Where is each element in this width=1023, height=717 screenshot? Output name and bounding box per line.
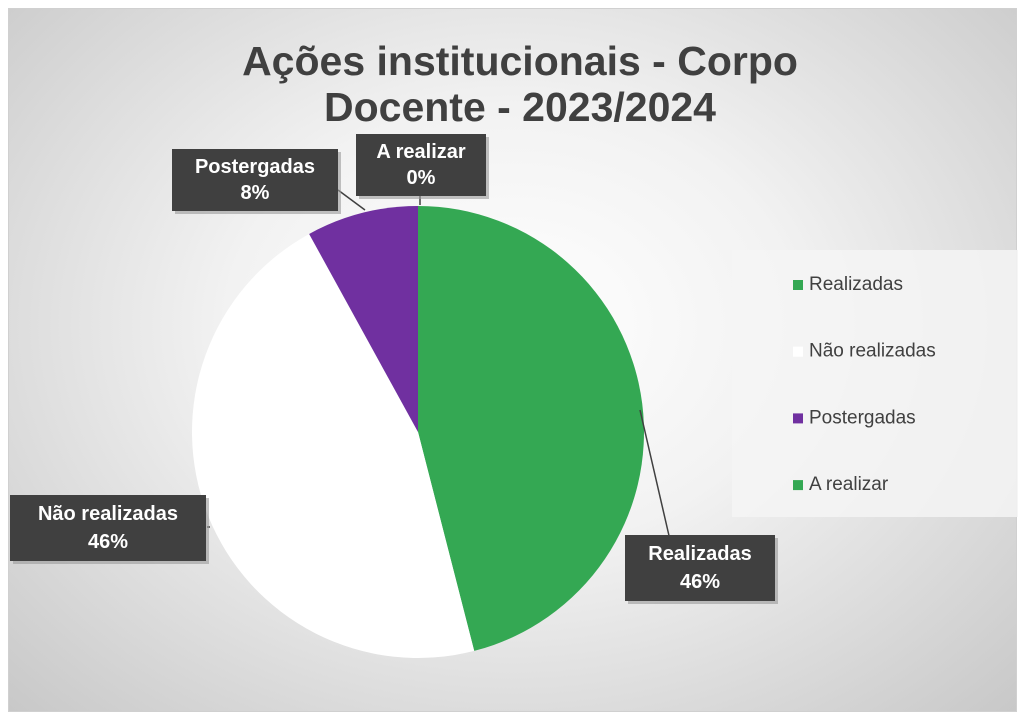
legend-swatch	[793, 413, 803, 424]
legend-box	[732, 250, 1018, 517]
data-label-name: Realizadas	[648, 543, 751, 565]
data-label: 46%	[680, 571, 720, 593]
chart-title: Ações institucionais - Corpo Docente - 2…	[242, 38, 798, 130]
legend-label: Realizadas	[809, 274, 903, 295]
legend-swatch	[793, 346, 803, 357]
data-label-name: A realizar	[376, 141, 466, 163]
pie-slice	[418, 206, 644, 651]
label-box	[172, 149, 338, 211]
legend-label: A realizar	[809, 474, 889, 495]
legend-swatch	[793, 480, 803, 491]
label-box	[625, 535, 775, 601]
pie-slice	[191, 233, 475, 658]
data-label-name: Postergadas	[195, 156, 315, 178]
pie-slice	[309, 206, 418, 432]
leader-line	[337, 189, 366, 211]
data-label: 8%	[241, 182, 270, 204]
label-box	[10, 495, 206, 561]
legend-label: Não realizadas	[809, 341, 936, 362]
legend-label: Postergadas	[809, 407, 916, 428]
label-box	[356, 134, 486, 196]
leader-line	[639, 409, 671, 541]
data-label-name: Não realizadas	[38, 503, 178, 525]
legend-swatch	[793, 280, 803, 290]
data-label: 0%	[407, 167, 436, 189]
data-label: 46%	[88, 531, 128, 553]
